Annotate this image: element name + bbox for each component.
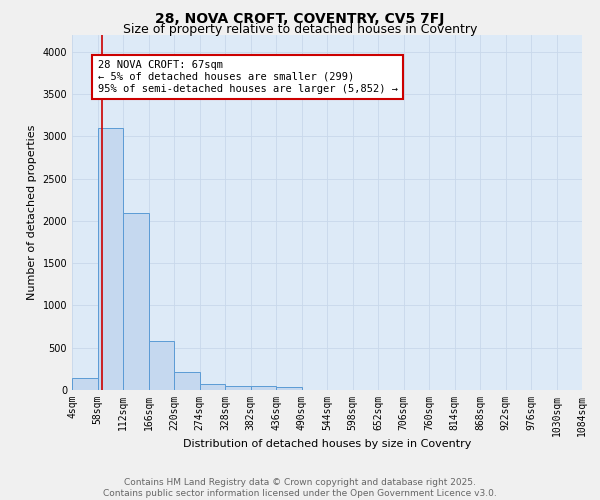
Bar (174, 372, 199, 390)
Text: Contains HM Land Registry data © Crown copyright and database right 2025.
Contai: Contains HM Land Registry data © Crown c… (103, 478, 497, 498)
Text: 28 NOVA CROFT: 67sqm
← 5% of detached houses are smaller (299)
95% of semi-detac: 28 NOVA CROFT: 67sqm ← 5% of detached ho… (97, 60, 398, 94)
X-axis label: Distribution of detached houses by size in Coventry: Distribution of detached houses by size … (183, 439, 471, 449)
Text: Size of property relative to detached houses in Coventry: Size of property relative to detached ho… (123, 22, 477, 36)
Bar (149, 341, 174, 390)
Text: 28, NOVA CROFT, COVENTRY, CV5 7FJ: 28, NOVA CROFT, COVENTRY, CV5 7FJ (155, 12, 445, 26)
Bar (123, 214, 149, 390)
Bar (72, 378, 97, 390)
Bar (225, 386, 251, 390)
Bar (97, 128, 123, 390)
Y-axis label: Number of detached properties: Number of detached properties (27, 125, 37, 300)
Bar (200, 384, 225, 390)
Bar (276, 386, 302, 390)
Bar (251, 386, 276, 390)
